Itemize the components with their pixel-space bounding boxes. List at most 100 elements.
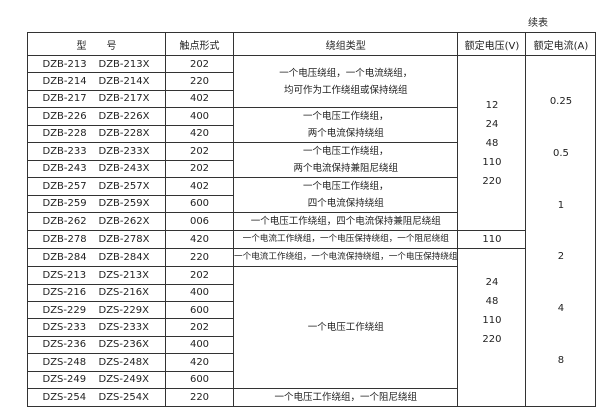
table-row: DZB-257 DZB-257X 402 一个电压工作绕组， 四个电流保持绕组 [27, 177, 596, 214]
model: DZB-284 [42, 252, 87, 264]
contact-cell: 006 [165, 212, 234, 232]
model-x: DZB-243X [98, 163, 150, 175]
model-cell: DZB-262 DZB-262X [27, 212, 166, 232]
winding-type-cell: 一个电压工作绕组 [232, 266, 459, 389]
contact-cell: 202 [165, 142, 234, 161]
contact-cell: 420 [165, 124, 234, 144]
table-row: DZS-249 DZS-249X 600 [27, 370, 596, 389]
header-current: 额定电流(A) [525, 32, 597, 56]
header-model: 型 号 [27, 32, 166, 56]
table-row: DZB-278 DZB-278X 420 一个电流工作绕组，一个电压保持绕组，一个阻尼… [27, 230, 596, 250]
relay-spec-table: 型 号 触点形式 绕组类型 额定电压(V) 额定电流(A) DZB-213 DZB… [27, 32, 597, 407]
voltage-value: 48 [485, 296, 499, 308]
voltage-cell: 12 24 48 110 220 [457, 54, 527, 232]
current-value: 8 [557, 354, 565, 366]
contact-cell: 400 [165, 283, 234, 302]
model-x: DZB-228X [98, 128, 150, 140]
current-value: 0.5 [553, 147, 569, 159]
contact-cell: 202 [165, 159, 234, 179]
contact-cell: 202 [165, 54, 234, 74]
contact-cell: 400 [165, 107, 234, 126]
voltage-value: 48 [485, 137, 499, 149]
model: DZS-249 [42, 374, 87, 386]
winding-type-line: 一个电流工作绕组，一个电流保持绕组，一个电压保持绕组 [234, 252, 458, 263]
current-cell: 0.25 0.5 1 2 4 8 [525, 55, 597, 407]
model-cell: DZB-243 DZB-243X [27, 159, 166, 179]
model: DZS-254 [42, 391, 87, 403]
model: DZB-213 [42, 58, 87, 70]
winding-type-line: 均可作为工作绕组或保持绕组 [283, 84, 408, 96]
model: DZB-259 [42, 198, 87, 210]
model-x: DZB-226X [98, 110, 150, 122]
winding-type-line: 一个电压工作绕组，一个阻尼绕组 [274, 391, 417, 403]
voltage-value: 110 [482, 315, 502, 327]
winding-type-cell: 一个电压工作绕组， 两个电流保持兼阻尼绕组 [232, 142, 459, 179]
contact-cell: 402 [165, 177, 234, 196]
header-winding: 绕组类型 [232, 32, 459, 56]
model-cell: DZB-233 DZB-233X [27, 142, 166, 161]
model: DZB-257 [42, 180, 87, 192]
model: DZS-216 [42, 287, 87, 299]
current-value: 4 [557, 302, 565, 314]
model-cell: DZS-233 DZS-233X [27, 318, 166, 337]
winding-type-line: 一个电流工作绕组，一个电压保持绕组，一个阻尼绕组 [242, 234, 449, 245]
winding-type-line: 一个电压工作绕组， [302, 111, 389, 123]
winding-type-cell: 一个电压工作绕组， 两个电流保持绕组 [232, 107, 459, 144]
model-cell: DZS-254 DZS-254X [27, 387, 166, 407]
model-x: DZS-229X [98, 304, 149, 316]
winding-type-line: 一个电压工作绕组 [307, 322, 384, 334]
model: DZB-217 [42, 93, 87, 105]
model-cell: DZS-216 DZS-216X [27, 283, 166, 302]
table-row: DZS-248 DZS-248X 420 [27, 353, 596, 372]
contact-cell: 600 [165, 300, 234, 320]
model-x: DZS-236X [98, 339, 149, 351]
model: DZB-214 [42, 76, 87, 88]
contact-cell: 220 [165, 248, 234, 268]
header-row: 型 号 触点形式 绕组类型 额定电压(V) 额定电流(A) [27, 32, 597, 56]
winding-type-line: 一个电压工作绕组， [302, 146, 389, 158]
model-x: DZS-213X [98, 269, 149, 281]
model-cell: DZB-226 DZB-226X [27, 107, 166, 126]
model-x: DZB-262X [98, 216, 150, 228]
model-cell: DZB-259 DZB-259X [27, 194, 166, 214]
table-row: DZS-216 DZS-216X 400 [27, 283, 596, 302]
model-cell: DZS-229 DZS-229X [27, 300, 166, 320]
model-x: DZB-257X [98, 180, 150, 192]
model: DZB-228 [42, 128, 87, 140]
winding-type-cell: 一个电压工作绕组，一个阻尼绕组 [232, 387, 459, 407]
model-cell: DZS-248 DZS-248X [27, 353, 166, 372]
model-x: DZB-284X [98, 252, 150, 264]
table-row: DZS-233 DZS-233X 202 [27, 318, 596, 337]
winding-type-cell: 一个电流工作绕组，一个电压保持绕组，一个阻尼绕组 [232, 230, 459, 250]
current-value: 2 [557, 251, 565, 263]
model-x: DZB-278X [98, 234, 150, 246]
voltage-value: 220 [482, 175, 502, 187]
voltage-value: 12 [485, 99, 499, 111]
contact-cell: 420 [165, 353, 234, 372]
winding-type-line: 两个电流保持绕组 [307, 128, 384, 140]
winding-type-cell: 一个电压工作绕组，四个电流保持兼阻尼绕组 [232, 212, 459, 232]
model-cell: DZB-214 DZB-214X [27, 72, 166, 91]
current-value: 0.25 [549, 96, 573, 108]
winding-type-line: 两个电流保持兼阻尼绕组 [293, 163, 398, 175]
model: DZS-213 [42, 269, 87, 281]
model-x: DZS-254X [98, 391, 149, 403]
voltage-value: 110 [482, 234, 502, 246]
model: DZB-278 [42, 234, 87, 246]
voltage-cell: 24 48 110 220 [457, 248, 527, 407]
model: DZS-236 [42, 339, 87, 351]
model-cell: DZB-257 DZB-257X [27, 177, 166, 196]
model-x: DZB-259X [98, 198, 150, 210]
model: DZB-262 [42, 216, 87, 228]
contact-cell: 220 [165, 387, 234, 407]
model-cell: DZB-213 DZB-213X [27, 54, 166, 74]
contact-cell: 600 [165, 370, 234, 389]
contact-cell: 400 [165, 335, 234, 355]
current-value: 1 [557, 199, 565, 211]
model-x: DZB-217X [98, 93, 150, 105]
model-cell: DZB-284 DZB-284X [27, 248, 166, 268]
header-contact: 触点形式 [165, 32, 234, 56]
model-cell: DZB-217 DZB-217X [27, 89, 166, 109]
model-cell: DZS-213 DZS-213X [27, 266, 166, 285]
table-row: DZS-213 DZS-213X 202 一个电压工作绕组 [27, 266, 596, 389]
